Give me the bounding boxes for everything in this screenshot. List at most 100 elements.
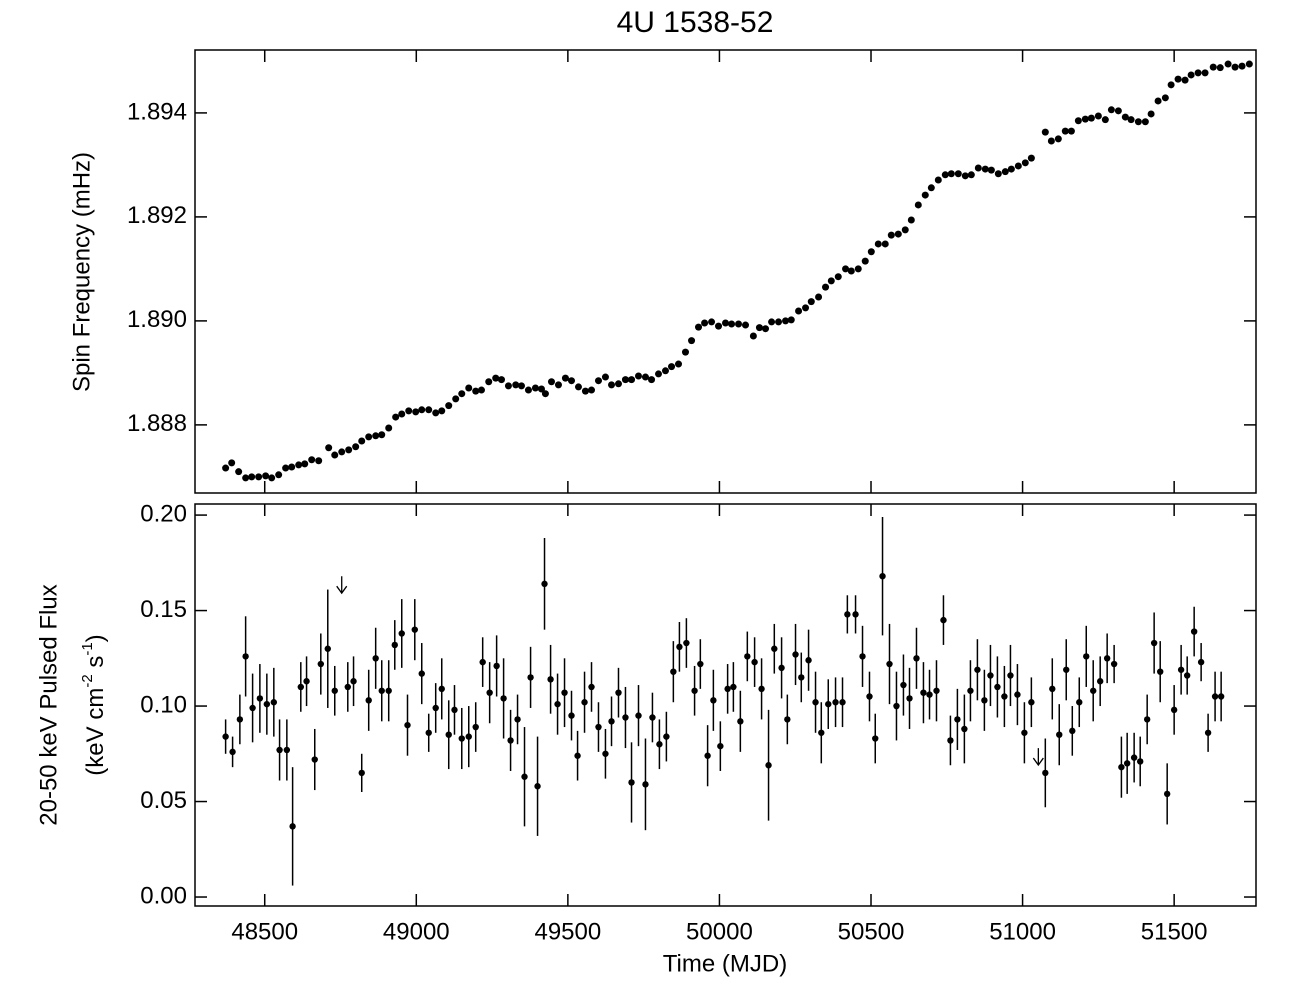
data-point <box>411 626 418 633</box>
data-point <box>728 320 736 328</box>
data-point <box>792 651 799 658</box>
units-part: s <box>82 656 109 675</box>
data-point <box>681 348 689 356</box>
data-point <box>795 307 803 315</box>
data-point <box>554 700 561 708</box>
data-point <box>1143 716 1151 723</box>
data-point <box>1136 758 1144 765</box>
data-point <box>1074 117 1082 125</box>
data-point <box>451 706 458 714</box>
data-point <box>635 712 642 719</box>
data-point <box>775 318 783 326</box>
data-point <box>867 248 875 256</box>
data-point <box>755 324 763 332</box>
data-point <box>1118 763 1125 771</box>
data-point <box>547 378 555 386</box>
data-point <box>311 756 318 763</box>
data-point <box>588 683 595 691</box>
data-point <box>385 687 392 694</box>
data-point <box>906 695 913 702</box>
data-point <box>1107 106 1115 114</box>
data-point <box>398 410 406 418</box>
x-axis-label: Time (MJD) <box>663 950 787 977</box>
data-point <box>249 704 256 712</box>
data-point <box>628 376 636 384</box>
data-point <box>987 166 995 174</box>
data-point <box>758 685 765 693</box>
data-point <box>315 457 323 465</box>
y-tick-label: 0.10 <box>140 691 187 718</box>
data-point <box>1177 666 1185 673</box>
y-tick-label: 0.00 <box>140 882 187 909</box>
data-point <box>392 413 400 421</box>
data-point <box>825 700 832 708</box>
data-point <box>921 191 929 199</box>
data-point <box>568 712 575 719</box>
data-point <box>762 325 770 333</box>
data-point <box>1069 727 1076 735</box>
units-part: (keV cm <box>82 688 109 776</box>
data-point <box>879 572 886 580</box>
data-point <box>1190 628 1198 635</box>
data-point <box>541 390 549 398</box>
data-point <box>815 293 823 301</box>
data-point <box>465 384 473 392</box>
data-point <box>325 444 333 452</box>
data-point <box>425 729 432 736</box>
data-point <box>768 318 776 326</box>
data-point <box>822 283 830 291</box>
data-point <box>1054 135 1062 143</box>
units-part: -2 <box>79 674 96 687</box>
data-point <box>656 741 663 748</box>
data-point <box>1090 687 1097 694</box>
data-point <box>493 662 500 670</box>
data-point <box>256 695 264 702</box>
data-point <box>839 699 846 706</box>
data-point <box>531 384 539 392</box>
data-point <box>715 322 723 330</box>
data-point <box>676 643 683 651</box>
data-point <box>445 731 452 738</box>
data-point <box>940 616 947 624</box>
data-point <box>852 611 859 618</box>
data-point <box>742 321 750 329</box>
data-point <box>262 472 270 480</box>
data-point <box>581 387 589 395</box>
data-point <box>398 630 405 637</box>
data-point <box>842 265 850 273</box>
data-point <box>425 406 433 414</box>
data-point <box>588 386 596 394</box>
data-point <box>561 689 568 696</box>
y-tick-label: 0.20 <box>140 500 187 527</box>
data-point <box>926 691 933 698</box>
data-point <box>445 402 453 410</box>
data-point <box>514 716 521 723</box>
data-point <box>675 360 683 368</box>
data-point <box>263 700 271 708</box>
data-point <box>947 170 955 178</box>
data-point <box>1161 94 1169 102</box>
data-point <box>730 683 737 691</box>
data-point <box>1047 137 1055 145</box>
data-point <box>832 699 839 706</box>
data-point <box>517 382 525 390</box>
data-point <box>887 231 895 239</box>
data-point <box>704 752 711 759</box>
data-point <box>874 240 882 248</box>
data-point <box>737 718 744 725</box>
data-point <box>365 433 373 441</box>
data-point <box>365 697 372 704</box>
data-point <box>283 746 291 754</box>
data-point <box>574 752 581 759</box>
data-point <box>1001 693 1008 700</box>
data-point <box>345 446 353 454</box>
data-point <box>1056 731 1063 738</box>
data-point <box>497 376 505 384</box>
data-point <box>608 381 616 389</box>
data-point <box>1042 769 1049 777</box>
x-tick-label: 49000 <box>383 918 450 945</box>
data-point <box>927 184 935 192</box>
data-point <box>228 459 236 467</box>
data-point <box>701 319 709 327</box>
data-point <box>282 464 290 472</box>
